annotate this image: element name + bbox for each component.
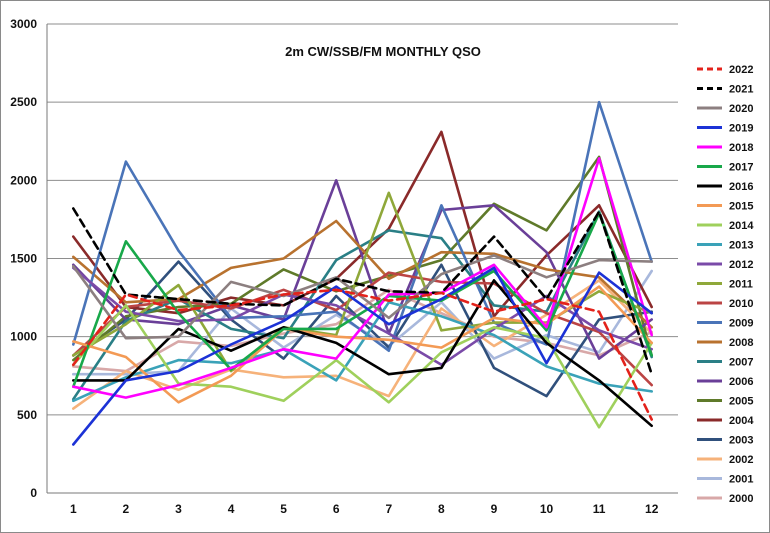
legend-label: 2001	[729, 474, 753, 486]
legend-label: 2000	[729, 493, 753, 505]
legend-label: 2016	[729, 181, 753, 193]
series-line-2021	[72, 207, 654, 376]
chart-title: 2m CW/SSB/FM MONTHLY QSO	[285, 44, 481, 59]
x-tick-label: 12	[645, 502, 659, 516]
y-tick-label: 2500	[10, 95, 37, 109]
x-tick-label: 6	[333, 502, 340, 516]
x-tick-label: 3	[175, 502, 182, 516]
series-line-2020	[72, 254, 654, 340]
legend-label: 2009	[729, 318, 753, 330]
x-tick-label: 7	[385, 502, 392, 516]
legend-label: 2017	[729, 162, 753, 174]
x-tick-label: 8	[438, 502, 445, 516]
legend-label: 2022	[729, 64, 753, 76]
legend-label: 2021	[729, 84, 753, 96]
legend-label: 2018	[729, 142, 753, 154]
y-tick-label: 0	[30, 486, 37, 500]
legend-label: 2020	[729, 103, 753, 115]
series-line-2013	[72, 300, 654, 403]
legend-label: 2010	[729, 298, 753, 310]
y-tick-label: 1500	[10, 252, 37, 266]
x-tick-label: 5	[280, 502, 287, 516]
legend-label: 2008	[729, 337, 753, 349]
legend-label: 2005	[729, 396, 753, 408]
x-tick-label: 10	[540, 502, 554, 516]
series-line-2019	[72, 266, 654, 446]
legend-label: 2019	[729, 123, 753, 135]
legend: 2022 2021 2020 2019 2018 2017 2016 2015 2014 2013…	[697, 64, 754, 505]
x-axis-ticks: 1 2 3 4 5 6 7 8 9 10 11 12	[70, 502, 659, 516]
series-line-2000	[72, 288, 654, 373]
legend-label: 2006	[729, 376, 753, 388]
y-tick-label: 2000	[10, 173, 37, 187]
legend-label: 2012	[729, 259, 753, 271]
legend-label: 2014	[729, 220, 754, 232]
legend-label: 2007	[729, 357, 753, 369]
legend-label: 2004	[729, 415, 754, 427]
series-line-2014	[72, 304, 654, 429]
x-tick-label: 9	[491, 502, 498, 516]
x-tick-label: 4	[228, 502, 235, 516]
legend-label: 2013	[729, 240, 753, 252]
legend-label: 2011	[729, 279, 753, 291]
series-line-2003	[72, 260, 654, 398]
series-line-2018	[72, 157, 654, 399]
y-axis-ticks: 0 500 1000 1500 2000 2500 3000	[10, 17, 37, 500]
series-line-2022	[72, 288, 654, 421]
x-tick-label: 2	[123, 502, 130, 516]
y-tick-label: 1000	[10, 330, 37, 344]
series-lines	[72, 100, 654, 446]
series-line-2009	[72, 100, 654, 353]
series-line-2015	[72, 285, 654, 404]
y-tick-label: 500	[17, 408, 37, 422]
x-tick-label: 11	[593, 502, 606, 516]
series-line-2017	[72, 211, 654, 389]
gridlines	[46, 23, 678, 494]
legend-label: 2002	[729, 454, 753, 466]
x-tick-label: 1	[70, 502, 77, 516]
legend-label: 2003	[729, 435, 753, 447]
y-tick-label: 3000	[10, 17, 37, 31]
legend-label: 2015	[729, 201, 753, 213]
